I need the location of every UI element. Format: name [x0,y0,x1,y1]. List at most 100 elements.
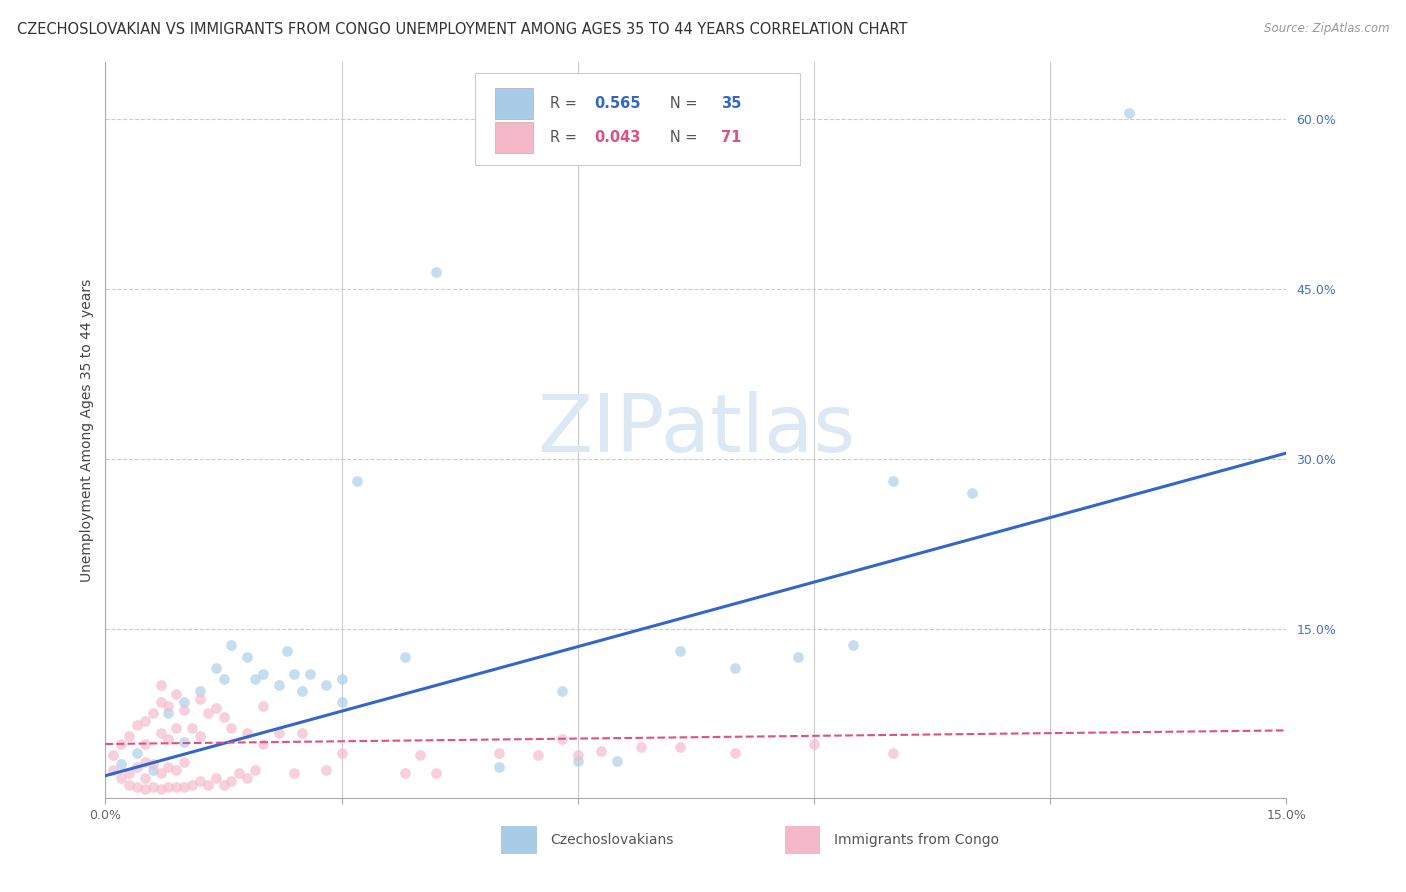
Point [221,774,243,789]
Point [960,485,983,500]
Point [134,737,156,751]
Point [283,766,305,780]
Point [165,763,187,777]
Point [330,746,353,760]
Point [236,725,259,739]
Point [134,782,156,797]
Point [488,759,510,773]
Point [724,746,747,760]
Point [142,763,165,777]
Point [425,766,447,780]
Point [204,661,226,675]
Point [236,771,259,785]
Point [157,759,180,773]
Text: CZECHOSLOVAKIAN VS IMMIGRANTS FROM CONGO UNEMPLOYMENT AMONG AGES 35 TO 44 YEARS : CZECHOSLOVAKIAN VS IMMIGRANTS FROM CONGO… [17,22,907,37]
Point [252,737,274,751]
Point [527,748,550,763]
Point [118,766,141,780]
Point [197,778,219,792]
Point [118,729,141,743]
Point [157,732,180,747]
Point [842,639,865,653]
Text: 71: 71 [721,130,741,145]
Text: Immigrants from Congo: Immigrants from Congo [834,832,1000,847]
Text: R =: R = [550,130,581,145]
Text: R =: R = [550,96,581,112]
Point [330,673,353,687]
Point [157,698,180,713]
Point [252,666,274,681]
Text: N =: N = [655,130,702,145]
Point [165,780,187,794]
Point [173,703,195,717]
Text: Czechoslovakians: Czechoslovakians [551,832,673,847]
FancyBboxPatch shape [501,826,537,854]
Point [188,774,211,789]
Point [212,778,235,792]
Point [173,780,195,794]
Point [394,649,416,664]
Point [567,748,589,763]
Point [125,759,148,773]
Point [551,732,574,747]
Point [669,644,692,658]
Point [330,695,353,709]
Point [181,778,204,792]
Point [173,735,195,749]
Point [149,766,172,780]
Point [149,725,172,739]
Text: Source: ZipAtlas.com: Source: ZipAtlas.com [1264,22,1389,36]
Point [221,639,243,653]
FancyBboxPatch shape [495,122,533,153]
Point [299,666,322,681]
Point [103,748,125,763]
Point [787,649,810,664]
Point [243,763,266,777]
Point [142,780,165,794]
Point [803,737,825,751]
Point [882,746,904,760]
Point [291,683,314,698]
Point [315,763,337,777]
Point [267,725,290,739]
Point [165,721,187,735]
Point [276,644,298,658]
Point [118,778,141,792]
Point [110,757,132,772]
Point [630,740,652,755]
Point [291,725,314,739]
Point [346,475,368,489]
Point [425,265,447,279]
Point [134,755,156,769]
Point [267,678,290,692]
Point [591,744,613,758]
Y-axis label: Unemployment Among Ages 35 to 44 years: Unemployment Among Ages 35 to 44 years [80,279,94,582]
Point [142,706,165,721]
FancyBboxPatch shape [475,73,800,166]
Point [103,763,125,777]
Text: ZIPatlas: ZIPatlas [537,392,855,469]
Point [110,771,132,785]
Point [567,754,589,768]
Point [221,721,243,735]
Point [212,673,235,687]
Point [606,754,628,768]
Point [134,714,156,729]
Point [173,695,195,709]
Point [197,706,219,721]
Point [488,746,510,760]
Point [204,771,226,785]
FancyBboxPatch shape [785,826,820,854]
Point [394,766,416,780]
Point [125,746,148,760]
Point [669,740,692,755]
Point [1118,106,1140,120]
Point [157,706,180,721]
Point [125,780,148,794]
Point [181,721,204,735]
Point [188,691,211,706]
Point [188,729,211,743]
Point [236,649,259,664]
Point [228,766,250,780]
Point [188,683,211,698]
